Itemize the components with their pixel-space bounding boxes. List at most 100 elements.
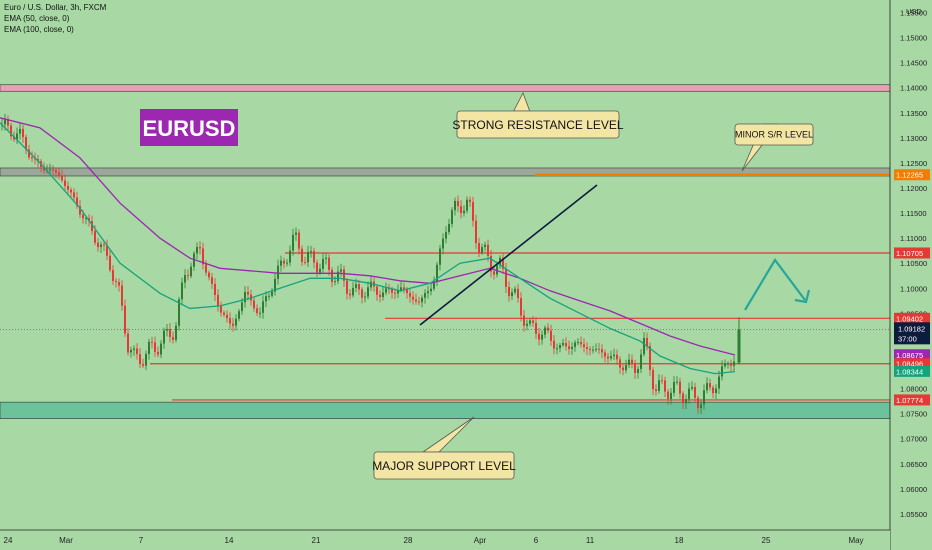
candle-body	[277, 265, 279, 279]
candle-body	[283, 260, 285, 264]
x-tick-label: 24	[4, 536, 13, 545]
candle-body	[367, 287, 369, 297]
price-tag-label: 1.07774	[896, 396, 923, 405]
candle-body	[460, 206, 462, 214]
candle-body	[520, 298, 522, 316]
trend-line	[419, 184, 598, 326]
x-tick-label: 7	[139, 536, 144, 545]
candle-body	[145, 353, 147, 366]
candle-body	[430, 288, 432, 292]
candle-body	[448, 223, 450, 233]
candle-body	[319, 268, 321, 273]
ema100-legend[interactable]: EMA (100, close, 0)	[4, 25, 74, 34]
candle-body	[505, 268, 507, 287]
ema50-legend[interactable]: EMA (50, close, 0)	[4, 14, 70, 23]
strong-resistance-callout-pointer	[513, 92, 531, 112]
candle-body	[547, 327, 549, 331]
candle-body	[349, 293, 351, 296]
price-tag-bg	[894, 349, 930, 361]
candle-body	[685, 399, 687, 404]
candle-body	[103, 244, 105, 246]
x-tick-label: 25	[762, 536, 771, 545]
candle-body	[592, 349, 594, 351]
candle-body	[241, 302, 243, 312]
candle-body	[667, 391, 669, 400]
candle-body	[55, 170, 57, 173]
x-tick-label: 28	[404, 536, 413, 545]
candle-body	[568, 346, 570, 349]
candle-body	[175, 325, 177, 340]
candle-body	[535, 322, 537, 334]
price-tag-bg	[894, 365, 930, 377]
candle-body	[124, 305, 126, 334]
candle-body	[271, 291, 273, 296]
candle-body	[226, 314, 228, 319]
zone-strong_resistance	[0, 84, 891, 92]
candle-body	[661, 380, 663, 382]
candle-body	[595, 348, 597, 350]
candle-body	[370, 281, 372, 288]
x-tick-label: Mar	[59, 536, 73, 545]
candle-body	[73, 192, 75, 198]
price-tag-label: 1.08675	[896, 351, 923, 360]
price-tag-bg	[894, 169, 930, 181]
major-support-callout: MAJOR SUPPORT LEVEL	[372, 416, 516, 480]
candle-body	[442, 238, 444, 249]
candle-body	[301, 248, 303, 262]
candle-body	[268, 295, 270, 297]
major-support-callout-text: MAJOR SUPPORT LEVEL	[372, 459, 516, 473]
candle-body	[727, 363, 729, 365]
candle-body	[130, 349, 132, 353]
candle-body	[466, 199, 468, 211]
current-price-label: 1.09182	[898, 324, 925, 333]
candle-body	[292, 234, 294, 251]
candle-body	[166, 328, 168, 331]
candle-body	[562, 343, 564, 346]
candle-body	[136, 348, 138, 355]
candle-body	[208, 272, 210, 278]
y-tick-label: 1.06000	[900, 485, 927, 494]
ema100-line	[0, 117, 736, 356]
candle-body	[259, 312, 261, 314]
candle-body	[688, 388, 690, 400]
y-tick-label: 1.13500	[900, 109, 927, 118]
candle-body	[265, 296, 267, 302]
forecast-path	[744, 258, 806, 311]
candle-body	[85, 218, 87, 220]
candle-body	[379, 294, 381, 298]
candle-body	[109, 255, 111, 271]
candle-body	[676, 381, 678, 383]
candle-body	[529, 320, 531, 324]
y-tick-label: 1.14500	[900, 59, 927, 68]
candle-body	[598, 348, 600, 350]
candle-body	[604, 352, 606, 357]
candle-body	[385, 288, 387, 293]
candle-body	[691, 386, 693, 389]
y-tick-label: 1.10500	[900, 259, 927, 268]
candle-body	[601, 349, 603, 353]
candle-body	[427, 291, 429, 294]
candle-body	[244, 291, 246, 303]
candle-body	[406, 289, 408, 294]
candles	[1, 113, 735, 415]
candle-body	[706, 383, 708, 391]
candle-body	[25, 136, 27, 150]
candle-body	[106, 245, 108, 256]
candle-body	[79, 206, 81, 215]
candle-body	[640, 354, 642, 369]
candle-body	[580, 342, 582, 345]
candle-body	[436, 264, 438, 282]
candle-body	[388, 288, 390, 290]
candle-body	[7, 119, 9, 126]
candle-body	[154, 342, 156, 352]
x-tick-label: 6	[534, 536, 539, 545]
candle-body	[235, 318, 237, 326]
candle-body	[298, 232, 300, 249]
candle-body	[412, 296, 414, 300]
candle-body	[67, 185, 69, 190]
y-tick-label: 1.11500	[900, 209, 927, 218]
candle-body	[118, 282, 120, 286]
currency-label: USD	[906, 7, 922, 16]
candle-body	[172, 336, 174, 340]
